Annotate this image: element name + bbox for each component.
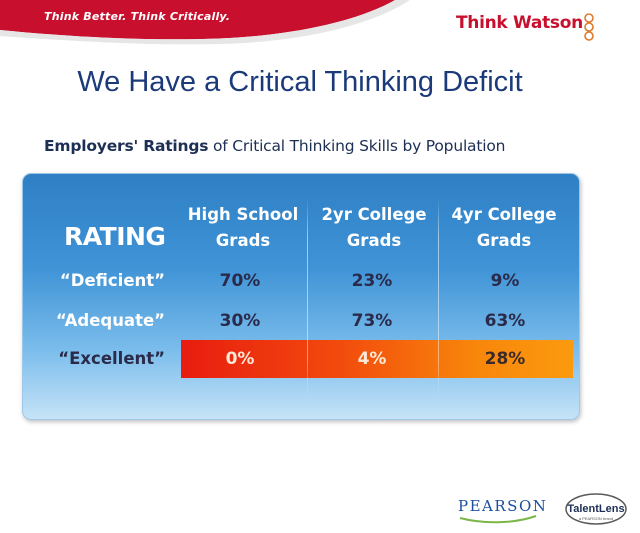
column-header-line: High School [187, 205, 299, 224]
column-header-high-school: High School Grads [178, 202, 308, 254]
table-cell: 30% [219, 311, 261, 331]
column-header-line: 4yr College [451, 205, 557, 224]
table-cell: 28% [484, 349, 526, 369]
table-cell: 63% [484, 311, 526, 331]
column-header-4yr-college: 4yr College Grads [439, 202, 569, 254]
table-cell: 23% [351, 271, 393, 291]
brand-logo-icon [584, 13, 594, 41]
subtitle-bold: Employers' Ratings [44, 137, 209, 155]
row-label-excellent: “Excellent” [58, 349, 165, 368]
talentlens-sub: a PEARSON brand [579, 516, 613, 521]
rating-header: RATING [64, 222, 166, 251]
table-cell: 70% [219, 271, 261, 291]
pearson-swoosh-icon [459, 515, 537, 524]
pearson-logo: PEARSON [458, 497, 548, 515]
tagline: Think Better. Think Critically. [44, 10, 231, 23]
column-header-2yr-college: 2yr College Grads [309, 202, 439, 254]
row-label-adequate: “Adequate” [55, 311, 165, 330]
brand-name: Think Watson [456, 13, 583, 33]
table-cell: 73% [351, 311, 393, 331]
talentlens-logo: TalentLens a PEARSON brand [565, 493, 627, 525]
ratings-table-panel [22, 173, 580, 420]
column-header-line: Grads [346, 231, 402, 250]
column-header-line: Grads [215, 231, 271, 250]
table-cell: 9% [490, 271, 520, 291]
row-label-deficient: “Deficient” [59, 271, 165, 290]
excellent-row-highlight [181, 340, 573, 378]
talentlens-text: TalentLens [567, 503, 624, 515]
table-cell: 4% [357, 349, 387, 369]
subtitle-rest: of Critical Thinking Skills by Populatio… [208, 137, 506, 155]
column-divider [438, 198, 439, 398]
table-cell: 0% [225, 349, 255, 369]
column-header-line: Grads [476, 231, 532, 250]
column-header-line: 2yr College [321, 205, 427, 224]
slide-subtitle: Employers' Ratings of Critical Thinking … [44, 137, 505, 155]
slide-title: We Have a Critical Thinking Deficit [77, 66, 523, 98]
column-divider [307, 198, 308, 398]
header-banner [0, 0, 410, 45]
